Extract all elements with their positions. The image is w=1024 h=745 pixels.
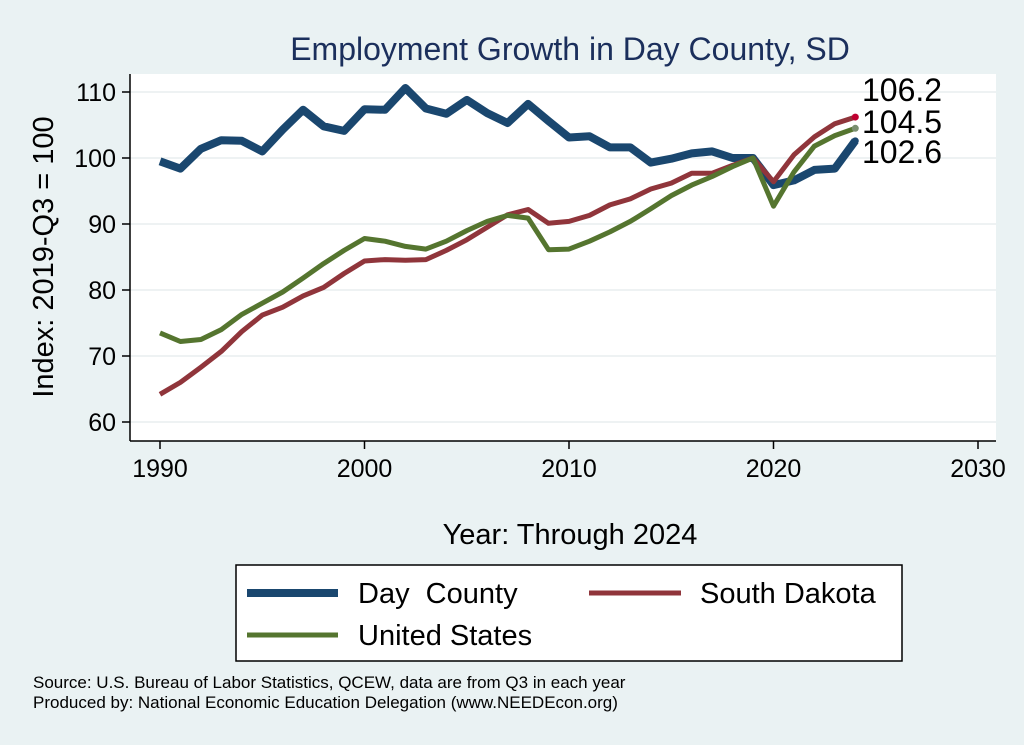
end-value-label: 106.2 <box>862 72 942 108</box>
end-value-label: 102.6 <box>862 134 942 170</box>
end-value-label: 104.5 <box>862 104 942 140</box>
end-point-marker <box>851 124 859 132</box>
source-note: Source: U.S. Bureau of Labor Statistics,… <box>33 673 626 692</box>
chart-title: Employment Growth in Day County, SD <box>290 31 850 67</box>
end-point-marker <box>851 113 859 121</box>
x-tick-label: 1990 <box>132 455 188 483</box>
y-tick-label: 90 <box>88 211 116 239</box>
x-axis-ticks: 1990 2000 2010 2020 2030 <box>132 441 1006 483</box>
x-tick-label: 2020 <box>746 455 802 483</box>
producer-note: Produced by: National Economic Education… <box>33 693 618 712</box>
series-line-0 <box>158 84 859 190</box>
y-tick-label: 100 <box>74 145 116 173</box>
x-tick-label: 2000 <box>337 455 393 483</box>
legend-label: United States <box>358 620 532 652</box>
x-tick-label: 2010 <box>541 455 597 483</box>
axes <box>129 74 996 442</box>
x-tick-label: 2030 <box>950 455 1006 483</box>
legend-box <box>235 564 903 662</box>
y-tick-label: 80 <box>88 277 116 305</box>
x-axis-label: Year: Through 2024 <box>443 519 698 551</box>
y-axis-ticks: 60 70 80 90 100 110 <box>74 79 130 437</box>
series-lines <box>158 84 859 397</box>
line-chart: Employment Growth in Day County, SD 60 70… <box>28 31 1006 662</box>
end-point-marker <box>851 137 859 145</box>
y-axis-label: Index: 2019-Q3 = 100 <box>28 116 60 397</box>
legend: Day County South Dakota United States <box>235 564 903 662</box>
y-tick-label: 110 <box>76 79 116 107</box>
legend-label: Day County <box>358 578 518 610</box>
y-tick-label: 60 <box>88 409 116 437</box>
y-tick-label: 70 <box>88 343 116 371</box>
legend-label: South Dakota <box>700 578 877 610</box>
series-line-2 <box>159 125 857 344</box>
